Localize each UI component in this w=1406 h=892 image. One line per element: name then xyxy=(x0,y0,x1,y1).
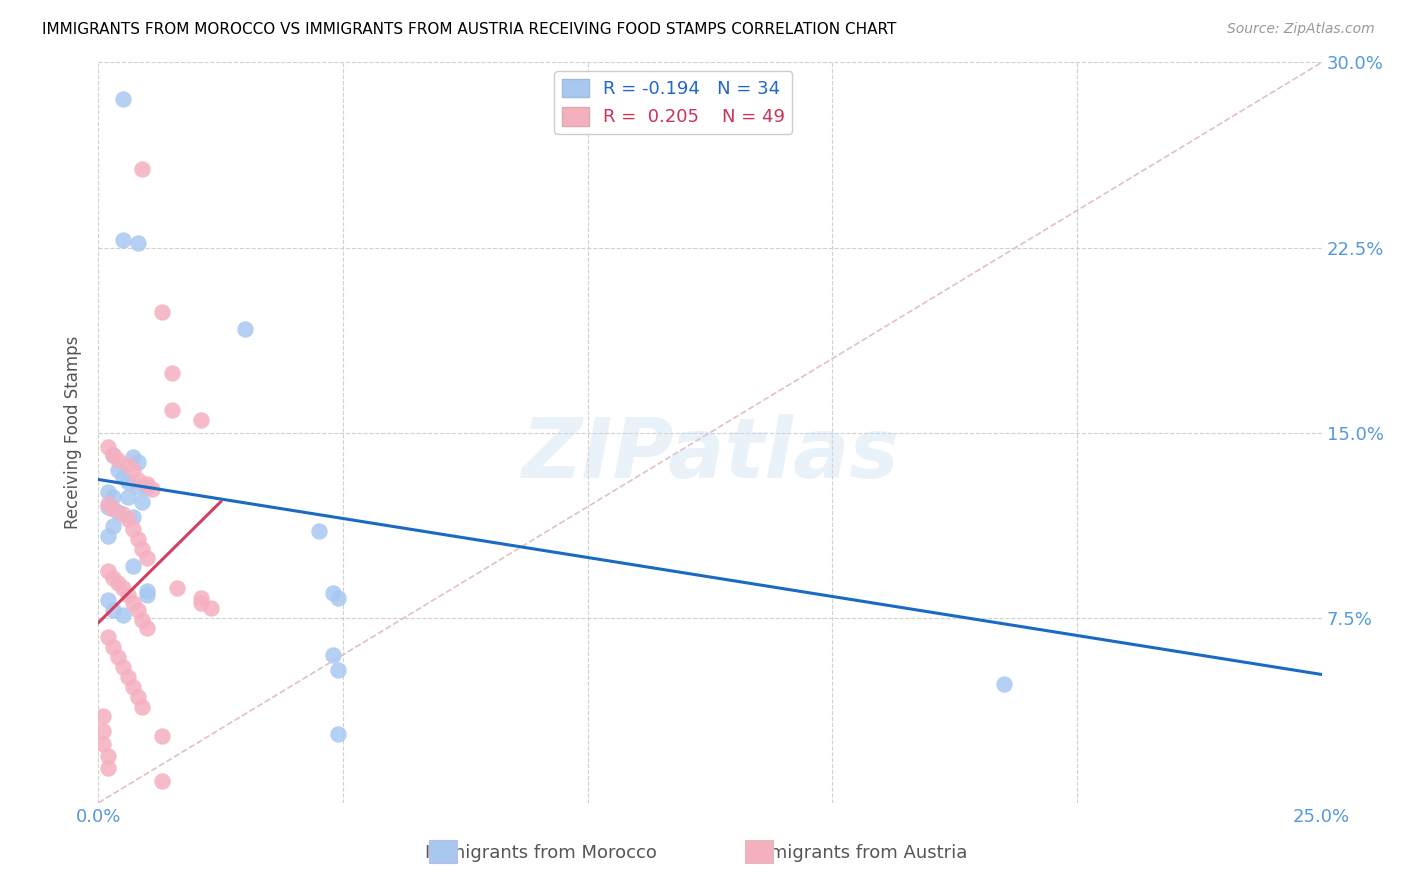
Point xyxy=(131,699,153,714)
Point xyxy=(328,591,350,605)
Point xyxy=(121,596,143,610)
Point xyxy=(107,650,129,665)
Point xyxy=(117,490,139,504)
Point xyxy=(160,403,183,417)
Point xyxy=(328,727,350,741)
Point xyxy=(111,608,134,623)
Text: Immigrants from Austria: Immigrants from Austria xyxy=(748,844,967,862)
Point xyxy=(101,490,124,504)
Point xyxy=(97,631,120,645)
Point xyxy=(101,640,124,655)
Point xyxy=(233,322,256,336)
Point xyxy=(117,458,139,472)
Point xyxy=(322,648,344,662)
Point xyxy=(107,462,129,476)
Point xyxy=(136,477,159,491)
Point xyxy=(131,541,153,556)
Point xyxy=(308,524,330,539)
Point xyxy=(101,519,124,533)
Point xyxy=(97,748,120,763)
Point xyxy=(117,670,139,684)
Point xyxy=(127,603,149,617)
Point xyxy=(127,235,149,250)
Point xyxy=(200,600,222,615)
Point xyxy=(111,470,134,484)
Point xyxy=(91,724,114,739)
Point xyxy=(121,558,143,573)
Point xyxy=(111,507,134,521)
Text: ZIPatlas: ZIPatlas xyxy=(522,414,898,495)
Point xyxy=(117,512,139,526)
Point xyxy=(97,564,120,578)
Y-axis label: Receiving Food Stamps: Receiving Food Stamps xyxy=(65,336,83,529)
Point xyxy=(107,576,129,591)
Point xyxy=(190,591,212,605)
Point xyxy=(136,589,159,603)
Point xyxy=(101,571,124,585)
Point xyxy=(111,660,134,674)
Point xyxy=(117,589,139,603)
Point xyxy=(127,690,149,704)
Point xyxy=(97,529,120,543)
Text: Immigrants from Morocco: Immigrants from Morocco xyxy=(426,844,657,862)
Point xyxy=(136,480,159,494)
Point xyxy=(136,551,159,566)
Point xyxy=(190,596,212,610)
Point xyxy=(131,161,153,176)
Point xyxy=(91,737,114,751)
Point xyxy=(121,450,143,465)
Point xyxy=(328,663,350,677)
Point xyxy=(117,475,139,489)
Point xyxy=(121,462,143,476)
Point xyxy=(190,413,212,427)
Point xyxy=(131,494,153,508)
Point xyxy=(107,505,129,519)
Point xyxy=(121,680,143,694)
Point xyxy=(150,773,173,788)
Point xyxy=(127,480,149,494)
Point xyxy=(127,473,149,487)
Point xyxy=(97,497,120,511)
Point xyxy=(107,452,129,467)
Point xyxy=(121,509,143,524)
Point xyxy=(131,613,153,627)
Point xyxy=(136,621,159,635)
Point xyxy=(97,441,120,455)
Point xyxy=(111,581,134,595)
Point xyxy=(166,581,188,595)
Point xyxy=(97,761,120,775)
Point xyxy=(127,532,149,546)
Point xyxy=(97,484,120,499)
Point xyxy=(141,483,163,497)
Point xyxy=(136,583,159,598)
Point xyxy=(322,586,344,600)
Point xyxy=(121,522,143,536)
Point xyxy=(97,500,120,514)
Point xyxy=(101,502,124,516)
Point xyxy=(97,593,120,607)
Point xyxy=(101,448,124,462)
Point xyxy=(160,367,183,381)
Text: Source: ZipAtlas.com: Source: ZipAtlas.com xyxy=(1227,22,1375,37)
Point xyxy=(127,455,149,469)
Point xyxy=(101,448,124,462)
Point xyxy=(111,233,134,247)
Legend: R = -0.194   N = 34, R =  0.205    N = 49: R = -0.194 N = 34, R = 0.205 N = 49 xyxy=(554,71,793,134)
Point xyxy=(150,729,173,743)
Point xyxy=(111,92,134,106)
Point xyxy=(150,304,173,318)
Point xyxy=(101,603,124,617)
Point xyxy=(993,677,1015,691)
Point xyxy=(91,709,114,723)
Text: IMMIGRANTS FROM MOROCCO VS IMMIGRANTS FROM AUSTRIA RECEIVING FOOD STAMPS CORRELA: IMMIGRANTS FROM MOROCCO VS IMMIGRANTS FR… xyxy=(42,22,897,37)
